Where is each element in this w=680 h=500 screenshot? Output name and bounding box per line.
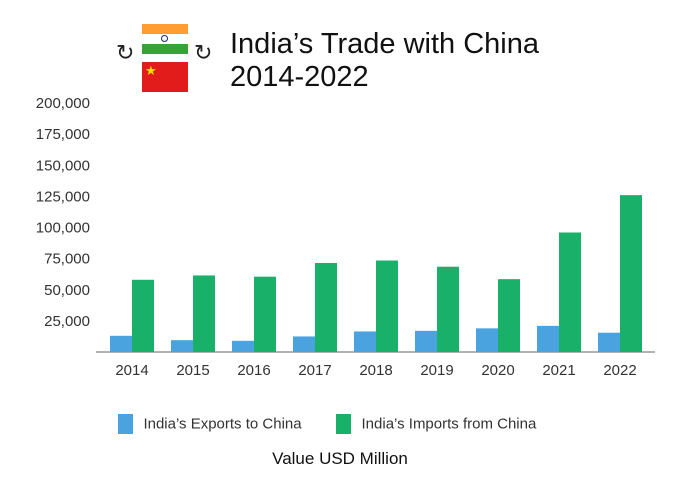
y-tick-label: 200,000 <box>36 95 90 112</box>
x-tick-label: 2016 <box>237 362 270 379</box>
chart-title: India’s Trade with China 2014-2022 <box>230 28 539 94</box>
header: ↻ ★ ↻ India’s Trade with China 2014-2022 <box>112 18 672 100</box>
legend-swatch-imports <box>336 414 352 434</box>
y-tick-label: 175,000 <box>36 126 90 143</box>
legend-item-exports: India’s Exports to China <box>118 414 302 434</box>
y-tick-label: 100,000 <box>36 220 90 237</box>
bar-imports <box>498 279 520 352</box>
bar-chart: 25,000 50,000 75,000 100,000 125,000 150,000 1… <box>36 95 655 379</box>
y-tick-label: 75,000 <box>44 251 90 268</box>
legend-label-exports: India’s Exports to China <box>143 415 302 433</box>
bar-exports <box>598 332 620 352</box>
india-flag-icon <box>142 24 188 54</box>
x-tick-label: 2017 <box>298 362 331 379</box>
y-tick-label: 25,000 <box>44 313 90 330</box>
x-tick-label: 2020 <box>481 362 514 379</box>
bar-imports <box>437 266 459 352</box>
bar-imports <box>315 262 337 352</box>
cycle-arrow-right-icon: ↻ <box>194 40 213 65</box>
y-tick-label: 125,000 <box>36 188 90 205</box>
bar-imports <box>193 275 215 352</box>
x-tick-label: 2018 <box>359 362 392 379</box>
legend-item-imports: India’s Imports from China <box>336 414 536 434</box>
bar-exports <box>354 331 376 352</box>
chart-legend: India’s Exports to China India’s Imports… <box>118 414 566 438</box>
bar-imports <box>559 232 581 352</box>
x-tick-label: 2015 <box>176 362 209 379</box>
chart-title-line-1: India’s Trade with China <box>230 28 539 60</box>
x-tick-label: 2019 <box>420 362 453 379</box>
bar-imports <box>620 195 642 352</box>
bar-exports <box>415 330 437 352</box>
bar-exports <box>476 328 498 352</box>
bar-exports <box>171 340 193 352</box>
bar-exports <box>110 335 132 352</box>
x-tick-label: 2021 <box>542 362 575 379</box>
bar-exports <box>232 340 254 352</box>
x-axis-title: Value USD Million <box>272 449 408 468</box>
cycle-arrow-left-icon: ↻ <box>116 40 135 65</box>
y-tick-label: 50,000 <box>44 282 90 299</box>
y-tick-label: 150,000 <box>36 157 90 174</box>
china-flag-icon: ★ <box>142 62 188 92</box>
legend-label-imports: India’s Imports from China <box>361 415 537 433</box>
chart-title-line-2: 2014-2022 <box>230 61 369 93</box>
bar-exports <box>293 336 315 352</box>
x-tick-label: 2022 <box>603 362 636 379</box>
bar-imports <box>132 279 154 352</box>
legend-swatch-exports <box>118 414 133 434</box>
bar-exports <box>537 325 559 352</box>
bar-imports <box>376 260 398 352</box>
x-tick-label: 2014 <box>115 362 148 379</box>
trade-flags: ↻ ★ ↻ <box>112 18 216 98</box>
bar-imports <box>254 276 276 352</box>
